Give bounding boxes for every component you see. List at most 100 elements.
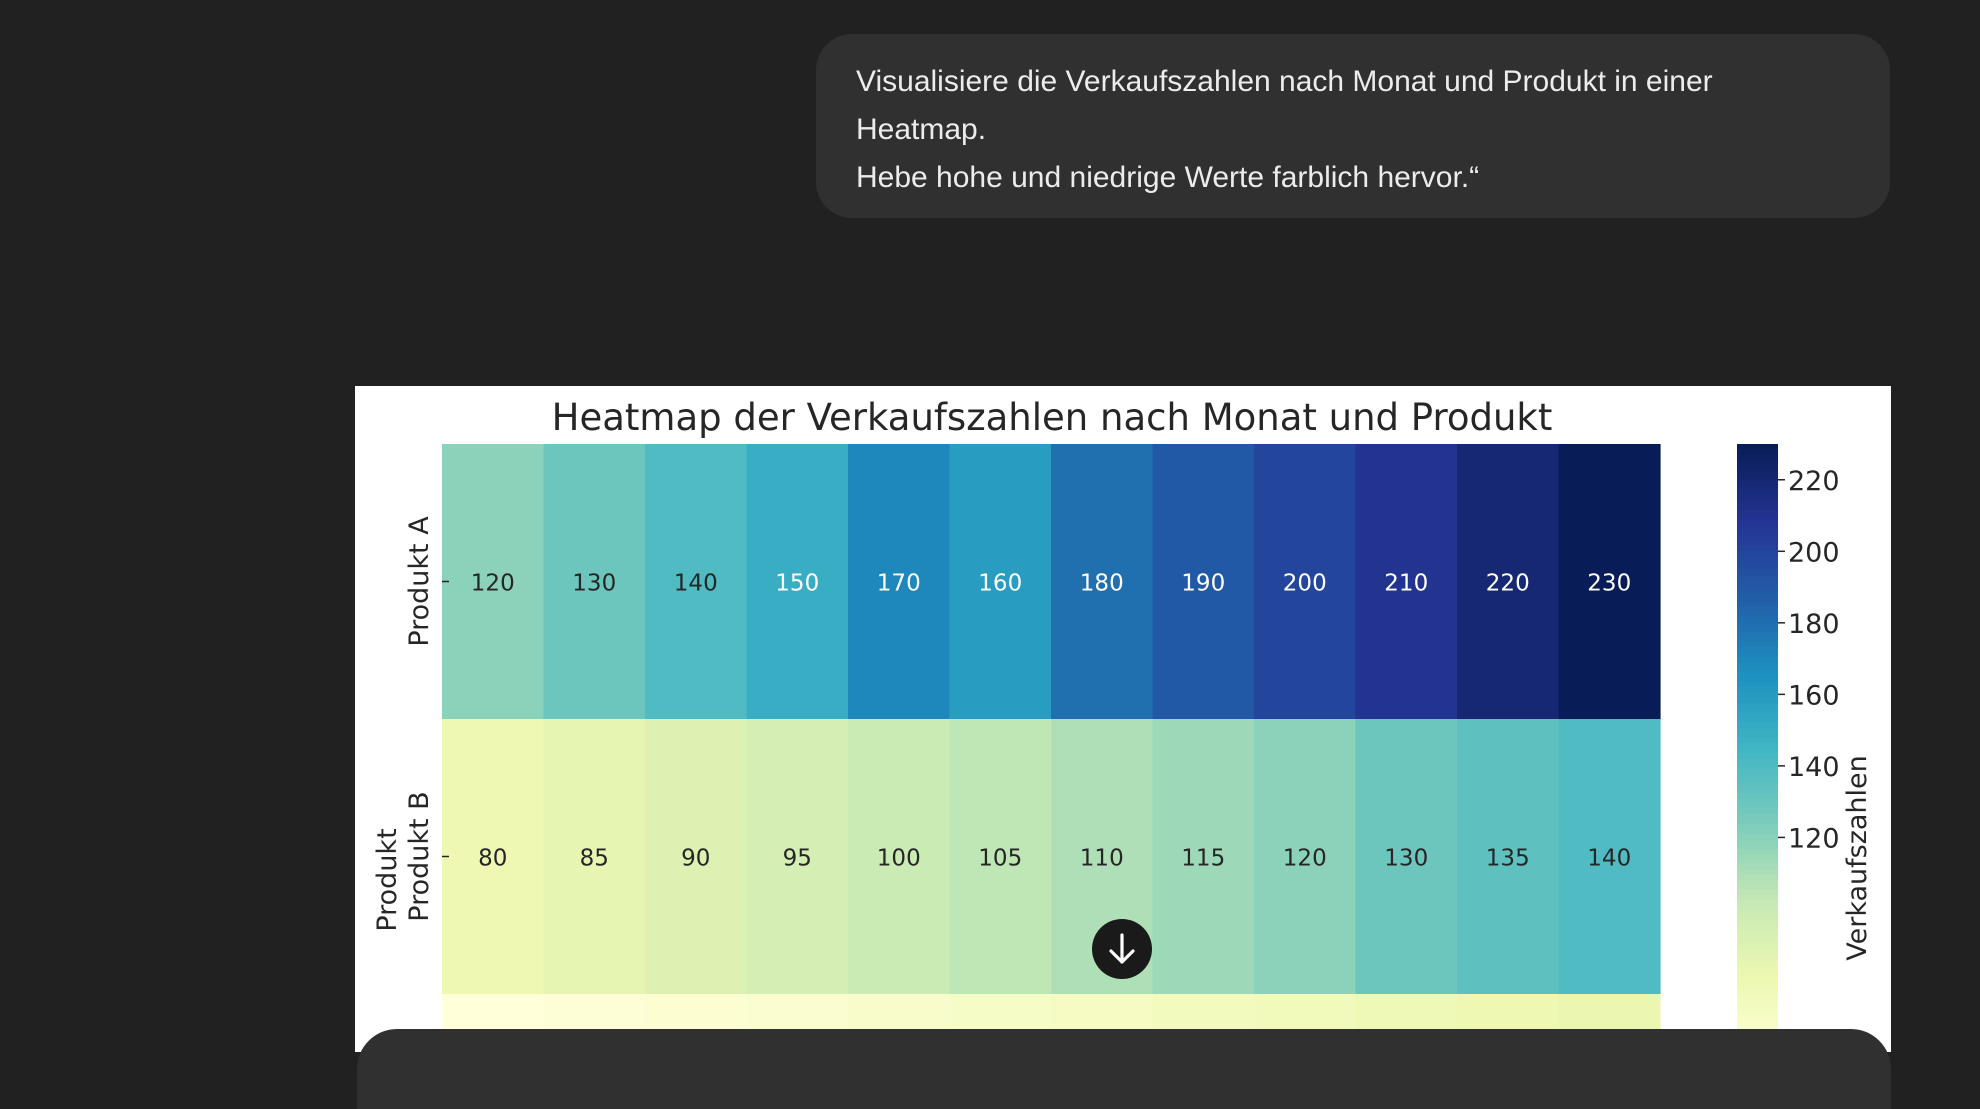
heatmap-cell [1457,719,1560,995]
heatmap-cell [1355,719,1458,995]
colorbar-gradient-segment [1737,763,1778,770]
colorbar-gradient-segment [1737,535,1778,542]
colorbar-gradient-segment [1737,621,1778,628]
colorbar-gradient-segment [1737,940,1778,947]
colorbar-gradient-segment [1737,540,1778,547]
colorbar-gradient-segment [1737,479,1778,486]
colorbar-gradient-segment [1737,965,1778,972]
colorbar-gradient-segment [1737,849,1778,856]
colorbar-gradient-segment [1737,707,1778,714]
heatmap-cell [1558,444,1661,720]
scroll-down-button[interactable] [1092,919,1152,979]
cell-value-label: 200 [1283,571,1327,597]
heatmap-cell [1254,719,1357,995]
colorbar-gradient-segment [1737,575,1778,582]
colorbar-gradient-segment [1737,778,1778,785]
colorbar-gradient-segment [1737,626,1778,633]
colorbar-gradient-segment [1737,499,1778,506]
colorbar-gradient-segment [1737,955,1778,962]
y-axis-label: Produkt [372,828,403,931]
colorbar-gradient-segment [1737,930,1778,937]
colorbar-gradient-segment [1737,611,1778,618]
colorbar-gradient-segment [1737,793,1778,800]
cell-value-label: 80 [478,846,507,872]
colorbar-gradient-segment [1737,687,1778,694]
colorbar-gradient-segment [1737,489,1778,496]
colorbar-gradient-segment [1737,905,1778,911]
colorbar-gradient-segment [1737,788,1778,795]
colorbar-gradient-segment [1737,925,1778,932]
colorbar: 120 140 160 180 200 220 [1737,444,1840,1052]
colorbar-gradient-segment [1737,970,1778,977]
heatmap-cell [746,444,849,720]
chart-title: Heatmap der Verkaufszahlen nach Monat un… [552,396,1553,439]
cell-value-label: 110 [1080,846,1124,872]
cell-value-label: 180 [1080,571,1124,597]
colorbar-gradient-segment [1737,666,1778,673]
cell-value-label: 210 [1384,571,1428,597]
colorbar-gradient-segment [1737,808,1778,815]
cell-value-label: 130 [1384,846,1428,872]
colorbar-gradient-segment [1737,783,1778,790]
colorbar-gradient-segment [1737,596,1778,602]
colorbar-tick-label: 200 [1788,537,1840,568]
colorbar-gradient-segment [1737,514,1778,521]
colorbar-gradient-segment [1737,1011,1778,1018]
cell-value-label: 220 [1486,571,1530,597]
colorbar-gradient-segment [1737,742,1778,749]
heatmap-cell [848,719,951,995]
heatmap-cell [1558,719,1661,995]
heatmap-cell [645,719,748,995]
colorbar-gradient-segment [1737,560,1778,567]
colorbar-tick-label: 120 [1788,823,1840,854]
colorbar-gradient-segment [1737,803,1778,810]
colorbar-gradient-segment [1737,550,1778,557]
colorbar-gradient-segment [1737,702,1778,709]
colorbar-gradient-segment [1737,748,1778,754]
heatmap-cell [1254,444,1357,720]
heatmap-cell [1152,719,1255,995]
colorbar-gradient-segment [1737,889,1778,896]
cell-value-label: 90 [681,846,710,872]
cell-value-label: 120 [471,571,515,597]
colorbar-gradient-segment [1737,494,1778,501]
colorbar-gradient-segment [1737,727,1778,734]
colorbar-gradient-segment [1737,565,1778,572]
colorbar-gradient-segment [1737,616,1778,623]
colorbar-gradient-segment [1737,758,1778,764]
cell-value-label: 140 [1587,846,1631,872]
colorbar-gradient-segment [1737,585,1778,592]
heatmap-cell [442,719,545,995]
colorbar-gradient-segment [1737,545,1778,552]
colorbar-gradient-segment [1737,1021,1778,1028]
colorbar-gradient-segment [1737,945,1778,952]
colorbar-tick-label: 180 [1788,609,1840,640]
colorbar-gradient-segment [1737,661,1778,668]
colorbar-gradient-segment [1737,894,1778,901]
heatmap-cell [1051,444,1154,720]
colorbar-gradient-segment [1737,915,1778,922]
colorbar-gradient-segment [1737,570,1778,577]
heatmap-cells: 120 130 140 150 170 160 180 190 200 210 220 230 80 85… [442,444,1661,1052]
colorbar-gradient-segment [1737,672,1778,678]
colorbar-gradient-segment [1737,555,1778,562]
colorbar-gradient-segment [1737,444,1778,450]
cell-value-label: 105 [978,846,1022,872]
colorbar-gradient-segment [1737,631,1778,638]
row-tick-label: Produkt A [404,516,435,647]
cell-value-label: 160 [978,571,1022,597]
colorbar-gradient-segment [1737,834,1778,840]
user-message-line: Heatmap. [856,113,987,146]
cell-value-label: 100 [877,846,921,872]
heatmap-cell [949,719,1052,995]
colorbar-gradient-segment [1737,651,1778,658]
colorbar-gradient-segment [1737,459,1778,466]
colorbar-gradient-segment [1737,520,1778,526]
colorbar-gradient-segment [1737,474,1778,481]
colorbar-gradient-segment [1737,656,1778,663]
heatmap-cell [442,444,545,720]
cell-value-label: 120 [1283,846,1327,872]
colorbar-gradient-segment [1737,717,1778,724]
colorbar-gradient-segment [1737,854,1778,861]
message-composer[interactable] [357,1029,1891,1109]
